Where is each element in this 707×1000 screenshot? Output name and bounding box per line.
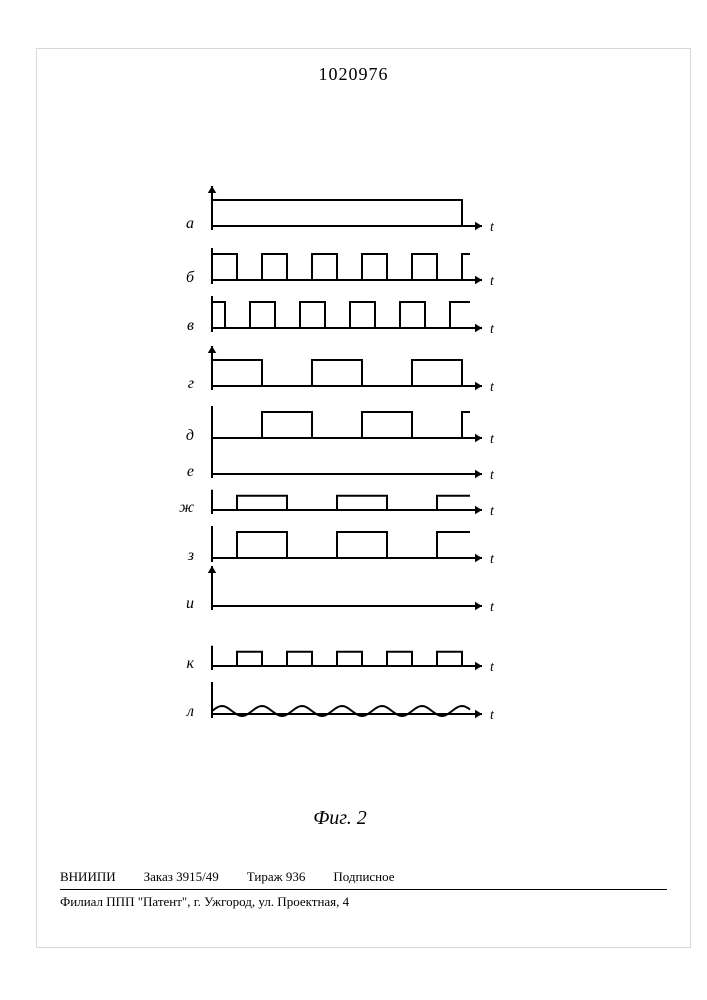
- svg-text:t: t: [490, 504, 495, 519]
- svg-text:t: t: [490, 600, 495, 615]
- svg-text:ж: ж: [179, 499, 194, 516]
- svg-text:г: г: [188, 375, 194, 392]
- patent-number: 1020976: [0, 64, 707, 85]
- svg-text:t: t: [490, 552, 495, 567]
- svg-text:е: е: [187, 463, 194, 480]
- footer-line-1: ВНИИПИ Заказ 3915/49 Тираж 936 Подписное: [60, 869, 667, 890]
- footer-line-2: Филиал ППП "Патент", г. Ужгород, ул. Про…: [60, 890, 667, 910]
- svg-text:t: t: [490, 708, 495, 723]
- timing-svg: t а t б t в t г t д t е t ж t з t и t к t л: [160, 190, 520, 790]
- svg-text:t: t: [490, 468, 495, 483]
- footer-tirazh: Тираж 936: [247, 869, 306, 885]
- footer-order: Заказ 3915/49: [144, 869, 219, 885]
- svg-text:t: t: [490, 660, 495, 675]
- svg-text:t: t: [490, 220, 495, 235]
- svg-text:t: t: [490, 322, 495, 337]
- footer-org: ВНИИПИ: [60, 869, 116, 885]
- timing-diagram: t а t б t в t г t д t е t ж t з t и t к t л Фиг. 2: [160, 190, 520, 830]
- svg-text:б: б: [186, 269, 195, 286]
- svg-text:t: t: [490, 274, 495, 289]
- footer-branch: Филиал ППП "Патент", г. Ужгород, ул. Про…: [60, 894, 349, 909]
- footer: ВНИИПИ Заказ 3915/49 Тираж 936 Подписное…: [60, 869, 667, 910]
- page: 1020976 t а t б t в t г t д t е t ж t з t и t к t л Фиг. 2 ВН…: [0, 0, 707, 1000]
- svg-text:д: д: [186, 427, 194, 444]
- svg-text:t: t: [490, 380, 495, 395]
- svg-text:з: з: [187, 547, 194, 564]
- svg-text:в: в: [187, 317, 194, 334]
- svg-text:л: л: [186, 703, 194, 720]
- svg-text:t: t: [490, 432, 495, 447]
- svg-text:и: и: [186, 595, 194, 612]
- svg-text:к: к: [187, 655, 195, 672]
- svg-text:а: а: [186, 215, 194, 232]
- figure-caption: Фиг. 2: [160, 807, 520, 830]
- footer-subscription: Подписное: [333, 869, 394, 885]
